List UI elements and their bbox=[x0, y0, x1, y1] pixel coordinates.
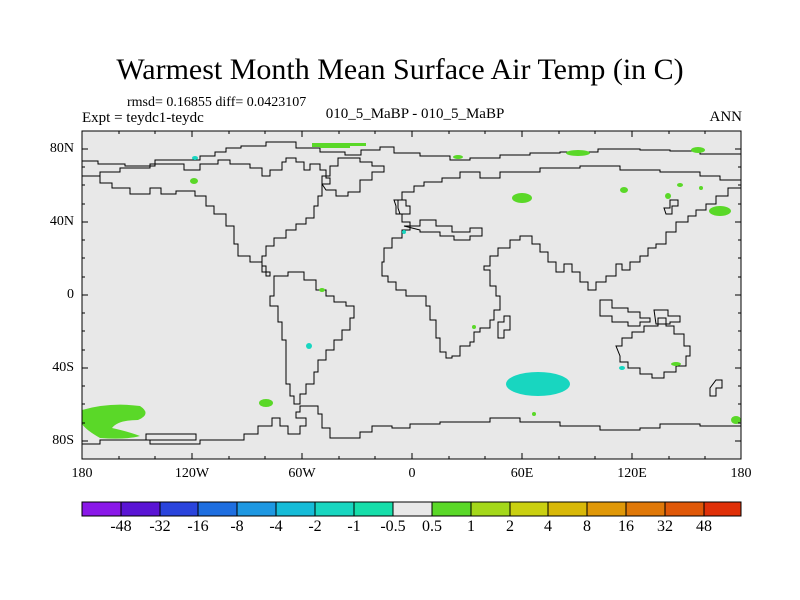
colorbar-box bbox=[625, 501, 666, 517]
colorbar-label: -16 bbox=[187, 518, 209, 535]
lat-label: 80S bbox=[52, 433, 74, 448]
anomaly-patch bbox=[619, 366, 625, 370]
colorbar-label: 8 bbox=[583, 518, 591, 535]
colorbar-box bbox=[159, 501, 199, 517]
coast-arctic bbox=[82, 141, 741, 167]
coast-north-america bbox=[82, 157, 331, 277]
coast-greenland bbox=[321, 157, 385, 197]
colorbar-label: -2 bbox=[308, 518, 322, 535]
anomaly-patch bbox=[731, 416, 741, 424]
colorbar-label: -48 bbox=[110, 518, 132, 535]
anomaly-patch bbox=[453, 155, 463, 159]
anomaly-patch bbox=[566, 150, 590, 156]
coast-japan bbox=[663, 199, 679, 215]
coast-ross-ice bbox=[145, 433, 197, 441]
coast-new-guinea bbox=[653, 309, 681, 325]
coast-indonesia bbox=[599, 299, 651, 327]
coast-british-isles bbox=[397, 199, 411, 215]
colorbar-label: 4 bbox=[544, 518, 552, 535]
colorbar-label: -32 bbox=[149, 518, 171, 535]
colorbar-box bbox=[275, 501, 316, 517]
anomaly-patch bbox=[312, 143, 366, 148]
colorbar-box bbox=[314, 501, 355, 517]
lon-label: 60W bbox=[288, 466, 316, 481]
map-title: Warmest Month Mean Surface Air Temp (in … bbox=[116, 53, 684, 86]
lat-minor-ticks bbox=[82, 166, 741, 424]
anomaly-patch bbox=[699, 186, 703, 190]
colorbar-box bbox=[703, 501, 742, 517]
experiment-label: Expt = teydc1-teydc bbox=[82, 110, 204, 126]
case-label: 010_5_MaBP - 010_5_MaBP bbox=[325, 106, 505, 122]
anomaly-patch bbox=[306, 343, 312, 349]
anomaly-patch bbox=[691, 147, 705, 153]
coast-south-america bbox=[269, 271, 355, 405]
lon-label: 60E bbox=[510, 466, 534, 481]
coast-mediterranean bbox=[403, 219, 483, 241]
coast-madagascar bbox=[497, 315, 511, 339]
colorbar-label: 48 bbox=[696, 518, 712, 535]
colorbar-box bbox=[509, 501, 549, 517]
colorbar-box bbox=[197, 501, 238, 517]
colorbar-box bbox=[547, 501, 588, 517]
lat-label: 80N bbox=[49, 141, 74, 156]
colorbar-label: -4 bbox=[269, 518, 283, 535]
colorbar-label: 1 bbox=[467, 518, 475, 535]
coast-australia bbox=[615, 317, 691, 379]
lon-major-ticks bbox=[81, 131, 742, 459]
colorbar-label: 32 bbox=[657, 518, 673, 535]
lon-label: 0 bbox=[408, 466, 416, 481]
colorbar-label: -8 bbox=[230, 518, 244, 535]
colorbar-box bbox=[81, 501, 122, 517]
lon-label: 120E bbox=[617, 466, 647, 481]
anomaly-patch bbox=[259, 399, 273, 407]
anomaly-patch bbox=[192, 156, 198, 160]
lon-label: 120W bbox=[174, 466, 210, 481]
colorbar-label: -0.5 bbox=[380, 518, 406, 535]
anomaly-patch bbox=[677, 183, 683, 187]
coastlines bbox=[82, 141, 742, 445]
lat-label: 40S bbox=[52, 360, 74, 375]
lat-major-ticks bbox=[82, 148, 741, 442]
anomaly-patch bbox=[402, 230, 406, 234]
lon-label: 180 bbox=[730, 466, 752, 481]
map-background bbox=[82, 131, 741, 459]
anomaly-patch bbox=[319, 288, 325, 292]
anomaly-patch bbox=[512, 193, 532, 203]
colorbar-box bbox=[120, 501, 161, 517]
coast-eurasia-africa bbox=[381, 165, 742, 359]
anomaly-patch bbox=[665, 193, 671, 199]
lat-label: 40N bbox=[49, 214, 74, 229]
axis-ticks bbox=[81, 131, 742, 459]
colorbar-box bbox=[586, 501, 627, 517]
colorbar-box bbox=[392, 501, 433, 517]
colorbar-box bbox=[236, 501, 277, 517]
coast-antarctica bbox=[82, 405, 741, 445]
coast-new-zealand bbox=[709, 379, 723, 397]
anomaly-regions bbox=[82, 143, 741, 439]
anomaly-patch bbox=[532, 412, 536, 416]
colorbar-label: 2 bbox=[506, 518, 514, 535]
anomaly-patch bbox=[190, 178, 198, 184]
anomaly-patch bbox=[620, 187, 628, 193]
lon-label: 180 bbox=[71, 466, 93, 481]
colorbar-label: 16 bbox=[618, 518, 634, 535]
colorbar-box bbox=[353, 501, 394, 517]
lon-minor-ticks bbox=[118, 131, 706, 459]
season-label: ANN bbox=[709, 109, 743, 125]
lat-label: 0 bbox=[67, 287, 74, 302]
colorbar-box bbox=[470, 501, 511, 517]
anomaly-patch bbox=[472, 325, 476, 329]
colorbar-box bbox=[431, 501, 472, 517]
colorbar-label: -1 bbox=[347, 518, 361, 535]
colorbar-label: 0.5 bbox=[422, 518, 442, 535]
anomaly-patch bbox=[506, 372, 570, 396]
colorbar bbox=[81, 501, 742, 517]
anomaly-patch bbox=[709, 206, 731, 216]
anomaly-patch bbox=[671, 362, 681, 366]
colorbar-box bbox=[664, 501, 705, 517]
stats-text: rmsd= 0.16855 diff= 0.0423107 bbox=[127, 95, 307, 110]
anomaly-patch bbox=[82, 404, 146, 439]
